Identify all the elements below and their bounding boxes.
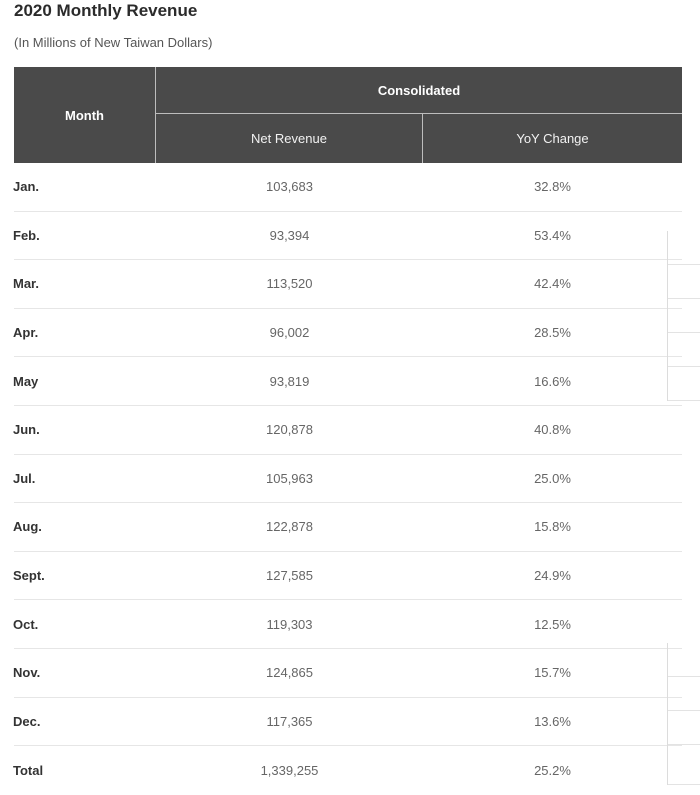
table-row: Jun. 120,878 40.8% [13, 406, 682, 455]
yoy-change-cell: 25.2% [534, 762, 571, 778]
net-revenue-cell: 93,819 [269, 373, 310, 389]
month-cell: Oct. [13, 616, 39, 632]
net-revenue-cell: 122,878 [266, 519, 313, 535]
side-strip-segment [668, 677, 700, 711]
side-strip-segment [668, 265, 700, 299]
side-strip-bottom [667, 643, 700, 785]
month-cell: May [13, 373, 39, 389]
revenue-table: Month Consolidated Net Revenue YoY Chang… [13, 67, 682, 795]
header-net-revenue: Net Revenue [156, 114, 423, 163]
net-revenue-cell: 103,683 [266, 179, 313, 195]
month-cell: Jul. [13, 470, 36, 486]
net-revenue-cell: 127,585 [266, 568, 313, 584]
yoy-change-cell: 15.8% [534, 519, 571, 535]
side-strip-segment [668, 711, 700, 745]
month-cell: Sept. [13, 568, 45, 584]
side-strip-top [667, 231, 700, 401]
month-cell: Mar. [13, 276, 40, 292]
yoy-change-cell: 40.8% [534, 422, 571, 438]
page-title: 2020 Monthly Revenue [14, 1, 198, 20]
net-revenue-cell: 124,865 [266, 665, 313, 681]
table-row: Aug. 122,878 15.8% [13, 503, 682, 552]
net-revenue-cell: 93,394 [269, 227, 310, 243]
table-row: Dec. 117,365 13.6% [13, 698, 682, 747]
month-cell: Apr. [13, 325, 39, 341]
net-revenue-cell: 96,002 [269, 325, 310, 341]
table-row: Total 1,339,255 25.2% [13, 746, 682, 795]
table-row: Sept. 127,585 24.9% [13, 552, 682, 601]
table-row: Feb. 93,394 53.4% [13, 212, 682, 261]
yoy-change-cell: 28.5% [534, 325, 571, 341]
yoy-change-cell: 15.7% [534, 665, 571, 681]
side-strip-segment [668, 367, 700, 401]
header-consolidated: Consolidated [156, 67, 682, 114]
net-revenue-cell: 117,365 [266, 713, 313, 729]
side-strip-segment [668, 333, 700, 367]
side-strip-segment [668, 231, 700, 265]
net-revenue-cell: 1,339,255 [260, 762, 319, 778]
net-revenue-cell: 105,963 [266, 470, 313, 486]
table-row: Mar. 113,520 42.4% [13, 260, 682, 309]
yoy-change-cell: 13.6% [534, 713, 571, 729]
net-revenue-cell: 120,878 [266, 422, 313, 438]
yoy-change-cell: 24.9% [534, 568, 571, 584]
table-row: Jul. 105,963 25.0% [13, 455, 682, 504]
table-header: Month Consolidated Net Revenue YoY Chang… [14, 67, 682, 163]
month-cell: Jan. [13, 179, 40, 195]
yoy-change-cell: 53.4% [534, 227, 571, 243]
table-row: Apr. 96,002 28.5% [13, 309, 682, 358]
side-strip-segment [668, 643, 700, 677]
table-row: Nov. 124,865 15.7% [13, 649, 682, 698]
page-subtitle: (In Millions of New Taiwan Dollars) [14, 35, 213, 50]
table-row: May 93,819 16.6% [13, 357, 682, 406]
month-cell: Jun. [13, 422, 40, 438]
table-row: Oct. 119,303 12.5% [13, 600, 682, 649]
net-revenue-cell: 119,303 [266, 616, 313, 632]
month-cell: Nov. [13, 665, 41, 681]
yoy-change-cell: 32.8% [534, 179, 571, 195]
header-month: Month [14, 67, 156, 163]
yoy-change-cell: 16.6% [534, 373, 571, 389]
yoy-change-cell: 25.0% [534, 470, 571, 486]
month-cell: Feb. [13, 227, 40, 243]
yoy-change-cell: 42.4% [534, 276, 571, 292]
side-strip-segment [668, 299, 700, 333]
month-cell: Dec. [13, 713, 41, 729]
net-revenue-cell: 113,520 [266, 276, 313, 292]
month-cell: Aug. [13, 519, 42, 535]
table-body: Jan. 103,683 32.8% Feb. 93,394 53.4% Mar. 113,5… [13, 163, 682, 795]
side-strip-segment [668, 745, 700, 785]
table-row: Jan. 103,683 32.8% [13, 163, 682, 212]
month-cell: Total [13, 762, 44, 778]
yoy-change-cell: 12.5% [534, 616, 571, 632]
header-yoy-change: YoY Change [516, 131, 589, 146]
